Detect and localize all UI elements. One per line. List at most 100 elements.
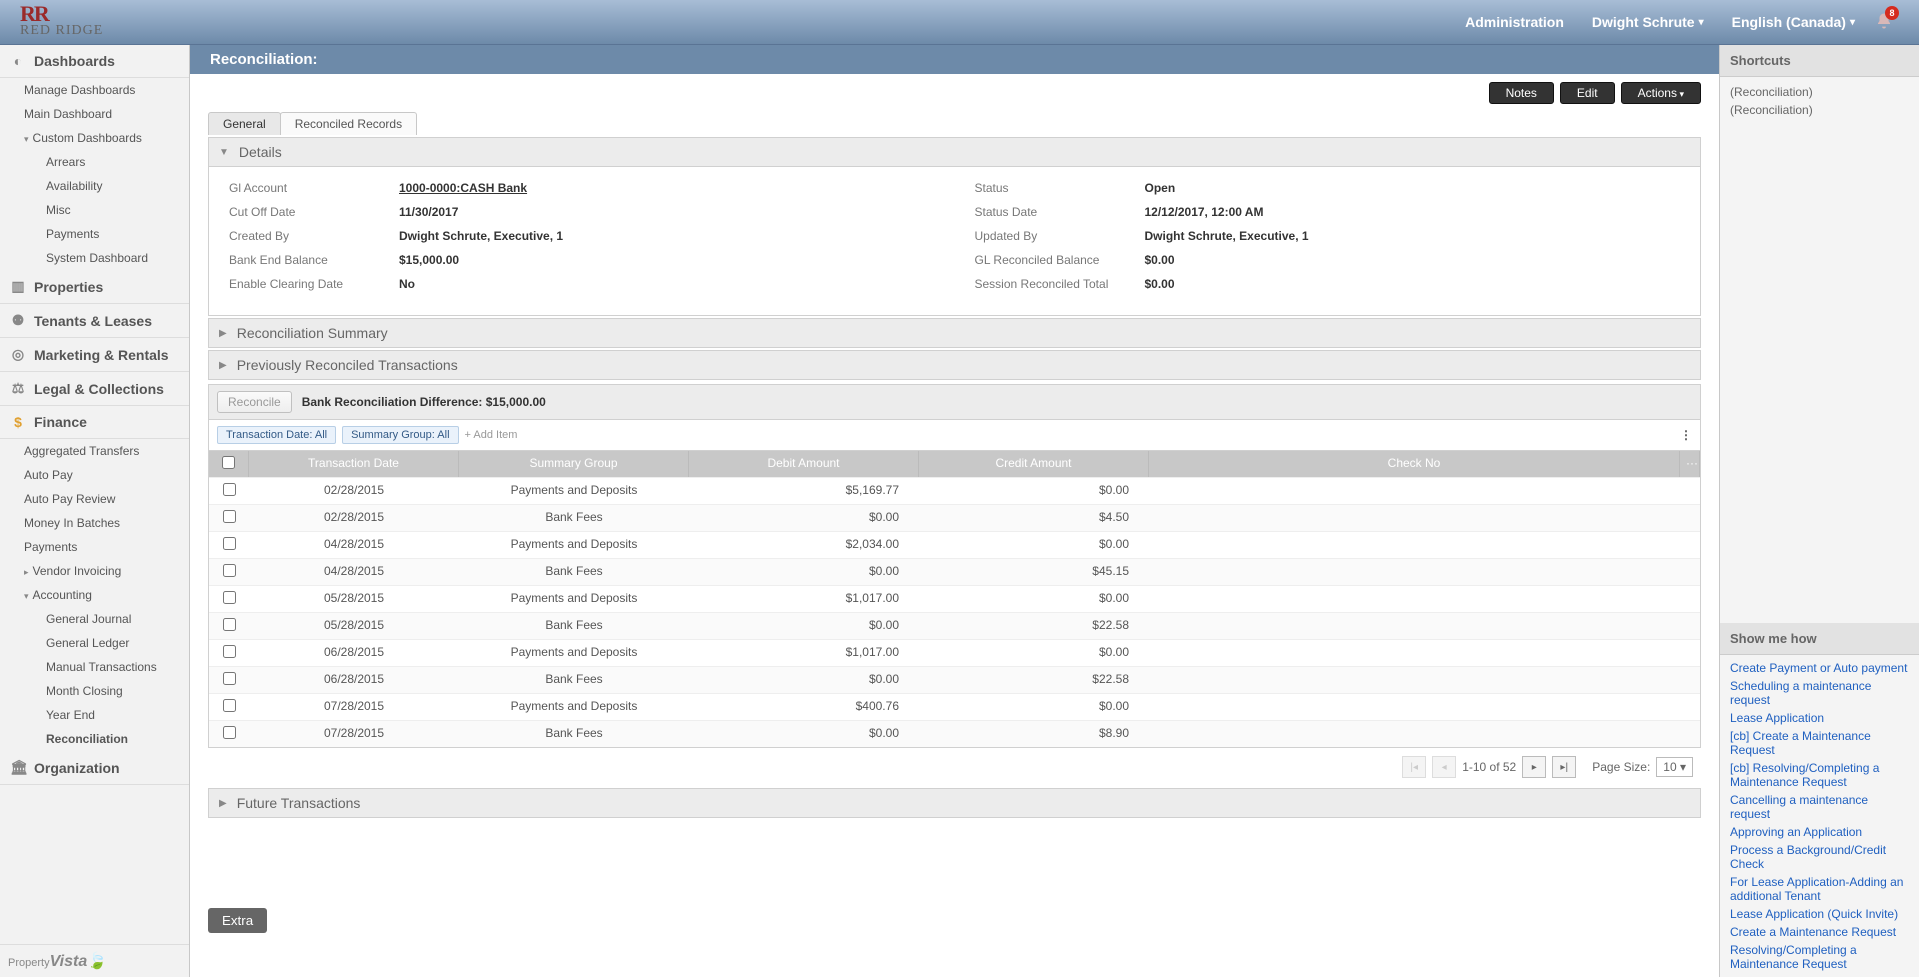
table-row[interactable]: 04/28/2015Payments and Deposits$2,034.00… [209, 531, 1700, 558]
header-summary-group[interactable]: Summary Group [459, 451, 689, 477]
help-link[interactable]: Create Payment or Auto payment [1730, 659, 1909, 677]
notes-button[interactable]: Notes [1489, 82, 1554, 104]
row-checkbox[interactable] [223, 618, 236, 631]
extra-button[interactable]: Extra [208, 908, 267, 933]
header-transaction-date[interactable]: Transaction Date [249, 451, 459, 477]
nav-organization[interactable]: 🏛Organization [0, 751, 189, 785]
nav-arrears[interactable]: Arrears [0, 150, 189, 174]
header-debit-amount[interactable]: Debit Amount [689, 451, 919, 477]
help-link[interactable]: Lease Application (Quick Invite) [1730, 905, 1909, 923]
page-size-select[interactable]: 10 ▾ [1656, 757, 1693, 777]
table-row[interactable]: 02/28/2015Payments and Deposits$5,169.77… [209, 477, 1700, 504]
nav-marketing-rentals[interactable]: ◎Marketing & Rentals [0, 338, 189, 372]
nav-month-closing[interactable]: Month Closing [0, 679, 189, 703]
nav-manage-dashboards[interactable]: Manage Dashboards [0, 78, 189, 102]
nav-misc[interactable]: Misc [0, 198, 189, 222]
pager-first[interactable]: |◂ [1402, 756, 1426, 778]
help-link[interactable]: Cancelling a maintenance request [1730, 791, 1909, 823]
help-link[interactable]: Process a Background/Credit Check [1730, 841, 1909, 873]
row-checkbox[interactable] [223, 591, 236, 604]
help-link[interactable]: Create a Maintenance Request [1730, 923, 1909, 941]
row-checkbox[interactable] [223, 564, 236, 577]
help-link[interactable]: Approving an Application [1730, 823, 1909, 841]
table-row[interactable]: 05/28/2015Bank Fees$0.00$22.58 [209, 612, 1700, 639]
nav-general-ledger[interactable]: General Ledger [0, 631, 189, 655]
nav-language-menu[interactable]: English (Canada) [1718, 14, 1869, 30]
actions-button[interactable]: Actions [1621, 82, 1701, 104]
nav-payments[interactable]: Payments [0, 222, 189, 246]
pager-next[interactable]: ▸ [1522, 756, 1546, 778]
nav-properties[interactable]: ▥Properties [0, 270, 189, 304]
nav-dashboards[interactable]: ◐Dashboards [0, 45, 189, 78]
nav-accounting[interactable]: Accounting [0, 583, 189, 607]
table-row[interactable]: 06/28/2015Payments and Deposits$1,017.00… [209, 639, 1700, 666]
nav-legal-collections[interactable]: ⚖Legal & Collections [0, 372, 189, 406]
nav-tenants-leases[interactable]: ⚉Tenants & Leases [0, 304, 189, 338]
table-row[interactable]: 04/28/2015Bank Fees$0.00$45.15 [209, 558, 1700, 585]
grid-more-menu[interactable]: ⋮ [1680, 428, 1692, 442]
header-credit-amount[interactable]: Credit Amount [919, 451, 1149, 477]
cell-debit-amount: $1,017.00 [689, 640, 919, 666]
help-link[interactable]: For Lease Application-Adding an addition… [1730, 873, 1909, 905]
select-all-checkbox[interactable] [222, 456, 235, 469]
reconciliation-summary-header[interactable]: ▶ Reconciliation Summary [208, 318, 1701, 348]
nav-user-menu[interactable]: Dwight Schrute [1578, 14, 1718, 30]
nav-fin-payments[interactable]: Payments [0, 535, 189, 559]
table-row[interactable]: 02/28/2015Bank Fees$0.00$4.50 [209, 504, 1700, 531]
nav-finance[interactable]: $Finance [0, 406, 189, 439]
reconcile-button[interactable]: Reconcile [217, 391, 292, 413]
help-link[interactable]: [cb] Resolving/Completing a Maintenance … [1730, 759, 1909, 791]
shortcut-item[interactable]: (Reconciliation) [1730, 101, 1909, 119]
table-row[interactable]: 06/28/2015Bank Fees$0.00$22.58 [209, 666, 1700, 693]
tab-general[interactable]: General [208, 112, 281, 135]
chip-transaction-date[interactable]: Transaction Date: All [217, 426, 336, 444]
help-link[interactable]: Lease Application [1730, 709, 1909, 727]
nav-money-in-batches[interactable]: Money In Batches [0, 511, 189, 535]
shortcut-item[interactable]: (Reconciliation) [1730, 83, 1909, 101]
nav-administration[interactable]: Administration [1451, 14, 1578, 30]
help-link[interactable]: [cb] Create a Maintenance Request [1730, 727, 1909, 759]
header-check-no[interactable]: Check No [1149, 451, 1680, 477]
details-panel-header[interactable]: ▼ Details [208, 137, 1701, 167]
nav-system-dashboard[interactable]: System Dashboard [0, 246, 189, 270]
prev-reconciled-header[interactable]: ▶ Previously Reconciled Transactions [208, 350, 1701, 380]
nav-general-journal[interactable]: General Journal [0, 607, 189, 631]
gl-account-link[interactable]: 1000-0000:CASH Bank [399, 181, 527, 195]
nav-aggregated-transfers[interactable]: Aggregated Transfers [0, 439, 189, 463]
nav-year-end[interactable]: Year End [0, 703, 189, 727]
row-checkbox[interactable] [223, 537, 236, 550]
logo: RR RED RIDGE [20, 5, 170, 39]
chip-summary-group[interactable]: Summary Group: All [342, 426, 458, 444]
gl-recon-value: $0.00 [1145, 253, 1175, 267]
prev-title: Previously Reconciled Transactions [237, 357, 458, 373]
pager-prev[interactable]: ◂ [1432, 756, 1456, 778]
nav-manual-transactions[interactable]: Manual Transactions [0, 655, 189, 679]
cell-transaction-date: 07/28/2015 [249, 721, 459, 747]
row-checkbox[interactable] [223, 672, 236, 685]
header-checkbox[interactable] [209, 451, 249, 477]
nav-main-dashboard[interactable]: Main Dashboard [0, 102, 189, 126]
nav-vendor-invoicing[interactable]: Vendor Invoicing [0, 559, 189, 583]
row-checkbox[interactable] [223, 645, 236, 658]
nav-custom-dashboards[interactable]: Custom Dashboards [0, 126, 189, 150]
row-checkbox[interactable] [223, 726, 236, 739]
nav-availability[interactable]: Availability [0, 174, 189, 198]
row-checkbox[interactable] [223, 510, 236, 523]
table-row[interactable]: 07/28/2015Bank Fees$0.00$8.90 [209, 720, 1700, 747]
table-row[interactable]: 07/28/2015Payments and Deposits$400.76$0… [209, 693, 1700, 720]
gl-account-label: Gl Account [229, 181, 399, 195]
table-row[interactable]: 05/28/2015Payments and Deposits$1,017.00… [209, 585, 1700, 612]
nav-auto-pay-review[interactable]: Auto Pay Review [0, 487, 189, 511]
notification-bell[interactable]: 8 [1869, 12, 1899, 33]
nav-reconciliation[interactable]: Reconciliation [0, 727, 189, 751]
pager-last[interactable]: ▸| [1552, 756, 1576, 778]
future-transactions-header[interactable]: ▶ Future Transactions [208, 788, 1701, 818]
tab-reconciled-records[interactable]: Reconciled Records [280, 112, 417, 135]
help-link[interactable]: Scheduling a maintenance request [1730, 677, 1909, 709]
row-checkbox[interactable] [223, 699, 236, 712]
edit-button[interactable]: Edit [1560, 82, 1615, 104]
nav-auto-pay[interactable]: Auto Pay [0, 463, 189, 487]
help-link[interactable]: Resolving/Completing a Maintenance Reque… [1730, 941, 1909, 973]
row-checkbox[interactable] [223, 483, 236, 496]
add-filter[interactable]: + Add Item [465, 429, 518, 441]
